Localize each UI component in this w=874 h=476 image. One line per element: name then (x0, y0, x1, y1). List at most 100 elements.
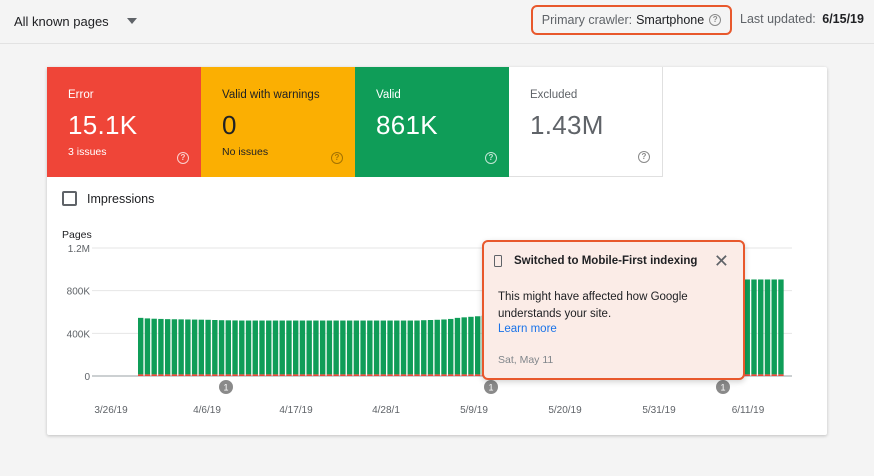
bar-valid (346, 320, 353, 375)
impressions-label: Impressions (87, 191, 155, 206)
bar-valid (232, 320, 238, 375)
help-icon[interactable]: ? (485, 152, 497, 164)
bar-error (138, 374, 144, 376)
primary-crawler-indicator: Primary crawler: Smartphone ? (531, 5, 732, 35)
bar-error (353, 374, 360, 376)
annotation-marker-label: 1 (488, 383, 493, 393)
bar-error (764, 374, 771, 376)
bar-error (293, 374, 299, 376)
bar-valid (373, 320, 380, 375)
bar-valid (461, 317, 467, 375)
bar-error (434, 374, 440, 376)
bar-valid (758, 279, 764, 375)
chevron-down-icon (126, 18, 137, 24)
bar-valid (218, 320, 225, 375)
bar-error (407, 374, 413, 376)
help-icon[interactable]: ? (638, 151, 650, 163)
y-tick-label: 1.2M (68, 244, 90, 255)
crawler-value: Smartphone (636, 13, 705, 27)
help-icon[interactable]: ? (177, 152, 189, 164)
annotation-marker-label: 1 (223, 383, 228, 393)
bar-error (387, 374, 393, 376)
bar-valid (225, 320, 232, 375)
tile-excluded[interactable]: Excluded 1.43M ? (509, 67, 663, 177)
updated-label: Last updated: (740, 12, 816, 26)
bar-error (380, 374, 387, 376)
bar-valid (400, 320, 407, 375)
bar-error (474, 374, 481, 376)
bar-error (259, 374, 265, 376)
bar-valid (306, 320, 312, 375)
bar-valid (421, 320, 427, 375)
y-tick-label: 400K (67, 329, 91, 340)
bar-error (279, 374, 285, 376)
popup-body: This might have affected how Google unde… (498, 291, 688, 320)
tile-label: Valid (376, 89, 401, 101)
bar-error (178, 374, 184, 376)
bar-valid (138, 317, 144, 375)
x-tick-label: 4/6/19 (193, 405, 221, 416)
bar-valid (394, 320, 400, 375)
bar-error (360, 374, 366, 376)
crawler-label: Primary crawler: (541, 13, 633, 27)
tile-value: 0 (222, 110, 237, 140)
bar-error (299, 374, 306, 376)
bar-valid (441, 319, 447, 375)
bar-error (448, 374, 454, 376)
bar-valid (326, 320, 333, 375)
bar-valid (272, 320, 279, 375)
bar-valid (144, 318, 151, 375)
bar-valid (778, 279, 784, 375)
bar-valid (252, 320, 258, 375)
x-tick-label: 6/11/19 (732, 405, 765, 416)
bar-valid (353, 320, 360, 375)
bar-error (164, 374, 171, 376)
page-filter-dropdown[interactable]: All known pages (14, 9, 137, 33)
bar-valid (468, 316, 474, 375)
bar-valid (185, 319, 191, 375)
bar-error (367, 374, 373, 376)
bar-error (454, 374, 461, 376)
bar-valid (239, 320, 245, 375)
y-tick-label: 800K (67, 287, 91, 298)
tile-error[interactable]: Error 15.1K 3 issues ? (47, 67, 201, 177)
popup-header: Switched to Mobile-First indexing (494, 255, 697, 267)
bar-error (771, 374, 777, 376)
tile-valid[interactable]: Valid 861K ? (355, 67, 509, 177)
bar-error (151, 374, 157, 376)
tile-subtext: 3 issues (68, 146, 107, 158)
bar-valid (360, 320, 366, 375)
bar-error (744, 374, 750, 376)
page-filter-label: All known pages (14, 13, 109, 29)
bar-error (394, 374, 400, 376)
annotation-marker (716, 380, 730, 394)
bar-error (400, 374, 407, 376)
bar-valid (212, 320, 218, 375)
bar-valid (178, 319, 184, 375)
close-icon[interactable]: ✕ (713, 251, 729, 271)
tile-valid-with-warnings[interactable]: Valid with warnings 0 No issues ? (201, 67, 355, 177)
bar-valid (744, 279, 750, 375)
x-tick-label: 5/20/19 (548, 405, 582, 416)
bar-error (441, 374, 447, 376)
bar-valid (751, 279, 757, 375)
bar-error (427, 374, 434, 376)
impressions-checkbox[interactable] (62, 191, 77, 206)
x-tick-label: 5/31/19 (642, 405, 676, 416)
help-icon[interactable]: ? (331, 152, 343, 164)
bar-error (245, 374, 252, 376)
bar-error (778, 374, 784, 376)
bar-error (239, 374, 245, 376)
impressions-toggle[interactable]: Impressions (62, 191, 154, 206)
bar-error (319, 374, 326, 376)
bar-valid (427, 320, 434, 375)
bar-error (333, 374, 339, 376)
bar-valid (380, 320, 387, 375)
bar-error (232, 374, 238, 376)
learn-more-link[interactable]: Learn more (498, 323, 557, 335)
bar-error (286, 374, 292, 376)
bar-error (346, 374, 353, 376)
help-icon[interactable]: ? (709, 14, 722, 26)
popup-title: Switched to Mobile-First indexing (514, 255, 698, 267)
bar-error (158, 374, 164, 376)
